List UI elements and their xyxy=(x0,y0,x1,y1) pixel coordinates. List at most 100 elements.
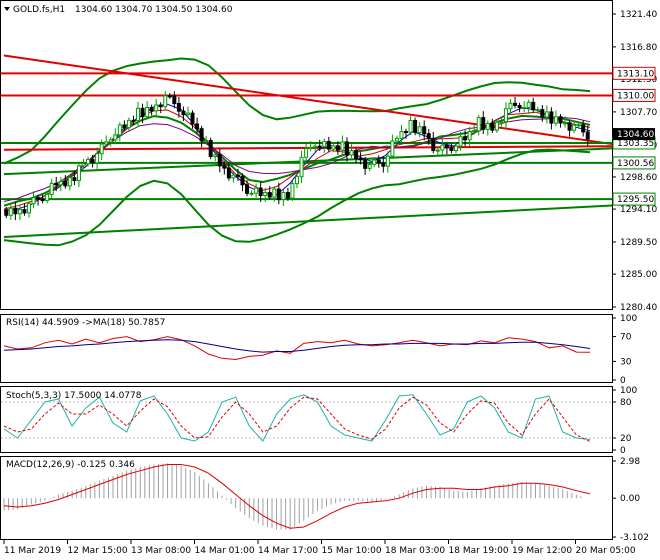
candle-body xyxy=(158,104,163,108)
candle-body xyxy=(463,136,468,141)
candle-body xyxy=(22,209,27,214)
level-label-1300.56: 1300.56 xyxy=(617,159,654,169)
candle-body xyxy=(449,147,454,151)
candle-body xyxy=(131,119,136,122)
time-tick-label: 18 Mar 03:00 xyxy=(385,546,445,556)
candle-body xyxy=(553,116,558,124)
rsi-tick-label: 70 xyxy=(620,333,632,343)
macd-tick-label: -3.102 xyxy=(620,533,649,543)
level-label-1303.35: 1303.35 xyxy=(617,139,654,149)
price-tick-label: 1280.40 xyxy=(620,303,657,313)
candle-body xyxy=(508,102,513,110)
candle-body xyxy=(544,111,549,118)
candle-body xyxy=(76,165,81,182)
candle-body xyxy=(440,144,445,151)
candle-body xyxy=(503,108,508,123)
rsi-title: RSI(14) 44.5909 ->MA(18) 50.7857 xyxy=(6,318,165,328)
candle-body xyxy=(181,110,186,116)
candle-body xyxy=(385,155,390,167)
candle-body xyxy=(490,122,495,131)
symbol-dropdown-icon[interactable] xyxy=(4,7,10,11)
time-tick-label: 12 Mar 15:00 xyxy=(68,546,128,556)
candle-body xyxy=(81,163,86,167)
candle-body xyxy=(276,188,281,201)
candle-body xyxy=(313,145,318,148)
candle-body xyxy=(295,176,299,185)
time-tick-label: 18 Mar 19:00 xyxy=(449,546,509,556)
level-badge-1295.50 xyxy=(612,192,656,206)
candle-body xyxy=(58,181,63,186)
candle-body xyxy=(267,192,272,198)
candle-body xyxy=(254,187,259,194)
candle-body xyxy=(372,159,377,165)
candle-body xyxy=(145,106,150,118)
price-tick-label: 1321.40 xyxy=(620,10,657,20)
candle-body xyxy=(367,163,372,169)
candle-body xyxy=(40,198,45,202)
time-tick-label: 11 Mar 2019 xyxy=(4,546,61,556)
candle-body xyxy=(4,209,9,216)
candle-body xyxy=(481,117,486,130)
candle-body xyxy=(263,192,268,197)
candle-body xyxy=(95,153,100,164)
candle-body xyxy=(435,149,440,152)
candle-body xyxy=(176,103,181,112)
candle-body xyxy=(290,183,295,199)
candle-body xyxy=(86,159,91,165)
candle-body xyxy=(113,134,118,141)
candle-body xyxy=(317,145,322,148)
candle-body xyxy=(90,159,95,164)
candle-body xyxy=(531,101,536,111)
candle-body xyxy=(335,145,340,151)
rsi-tick-label: 0 xyxy=(620,376,626,386)
candle-body xyxy=(390,140,395,157)
level-label-1295.50: 1295.50 xyxy=(617,195,654,205)
candle-body xyxy=(326,140,331,150)
candle-body xyxy=(299,156,304,178)
time-tick-label: 19 Mar 12:00 xyxy=(512,546,572,556)
candle-body xyxy=(8,207,13,216)
rsi-tick-label: 100 xyxy=(620,314,637,324)
level-badge-1300.56 xyxy=(612,156,656,170)
candle-body xyxy=(149,106,154,112)
stoch-tick-label: 80 xyxy=(620,398,632,408)
candle-body xyxy=(36,197,41,200)
rsi-panel-frame[interactable] xyxy=(0,314,613,383)
rsi-tick-label: 30 xyxy=(620,357,632,367)
stoch-tick-label: 20 xyxy=(620,434,632,444)
stoch-title: Stoch(5,3,3) 17.5000 14.0778 xyxy=(6,391,142,401)
candle-body xyxy=(304,148,309,158)
candle-body xyxy=(408,119,413,133)
red-horizontal-trendline xyxy=(3,145,613,151)
candle-body xyxy=(240,175,245,186)
bollinger-lower-band xyxy=(3,148,591,247)
macd-tick-label: 0.00 xyxy=(620,494,640,504)
candle-body xyxy=(185,112,190,116)
candle-body xyxy=(226,167,231,179)
candle-body xyxy=(235,174,240,177)
candle-body xyxy=(167,95,172,98)
macd-signal-line xyxy=(3,464,591,529)
candle-body xyxy=(399,131,404,139)
candle-body xyxy=(404,131,409,134)
candle-body xyxy=(558,116,563,124)
candle-body xyxy=(331,145,336,150)
candle-body xyxy=(308,146,313,150)
candle-body xyxy=(222,165,227,169)
candle-body xyxy=(204,139,209,142)
stoch-tick-label: 0 xyxy=(620,446,626,456)
candle-body xyxy=(258,187,263,197)
candle-body xyxy=(136,107,141,122)
candle-body xyxy=(231,174,236,179)
current-price-label: 1304.60 xyxy=(617,130,654,140)
candle-body xyxy=(281,192,286,201)
candle-body xyxy=(54,182,59,186)
candle-body xyxy=(472,130,477,133)
candle-body xyxy=(513,102,518,106)
candle-body xyxy=(208,139,213,157)
candle-body xyxy=(376,159,381,164)
candle-body xyxy=(426,133,431,139)
candle-body xyxy=(17,209,22,215)
candle-body xyxy=(576,124,581,127)
